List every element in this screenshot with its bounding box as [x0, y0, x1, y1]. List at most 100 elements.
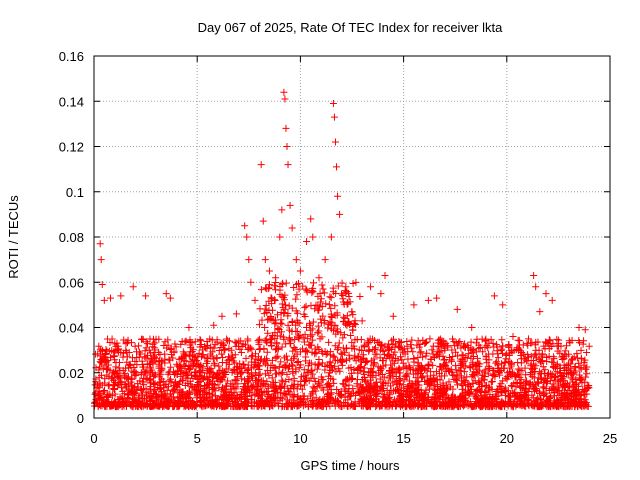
- data-point: [453, 372, 461, 380]
- data-point: [571, 403, 579, 411]
- data-point: [277, 358, 285, 366]
- data-point: [409, 387, 417, 395]
- data-point: [325, 301, 333, 309]
- data-point: [249, 382, 257, 390]
- data-point: [514, 358, 522, 366]
- data-point: [198, 374, 206, 382]
- data-point: [366, 384, 374, 392]
- data-point: [385, 389, 393, 397]
- data-point: [257, 161, 265, 169]
- data-point: [337, 290, 345, 298]
- data-point: [240, 385, 248, 393]
- data-point: [337, 349, 345, 357]
- data-point: [396, 353, 404, 361]
- data-point: [268, 374, 276, 382]
- data-point: [568, 390, 576, 398]
- data-point: [290, 396, 298, 404]
- data-point: [542, 339, 550, 347]
- data-point: [424, 296, 432, 304]
- y-tick-label: 0.04: [59, 321, 84, 336]
- data-point: [324, 390, 332, 398]
- data-point: [171, 340, 179, 348]
- data-point: [284, 387, 292, 395]
- data-point: [274, 344, 282, 352]
- data-point: [338, 279, 346, 287]
- data-point: [192, 401, 200, 409]
- data-point: [256, 345, 264, 353]
- data-point: [283, 396, 291, 404]
- data-point: [227, 402, 235, 410]
- data-point: [467, 338, 475, 346]
- data-point: [115, 379, 123, 387]
- data-point: [271, 364, 279, 372]
- data-point: [312, 349, 320, 357]
- data-point: [178, 337, 186, 345]
- data-point: [419, 336, 427, 344]
- data-point: [460, 396, 468, 404]
- data-point: [544, 402, 552, 410]
- data-point: [271, 316, 279, 324]
- data-point: [232, 401, 240, 409]
- data-point: [374, 388, 382, 396]
- data-point: [186, 365, 194, 373]
- data-point: [474, 370, 482, 378]
- data-point: [469, 345, 477, 353]
- data-point: [569, 374, 577, 382]
- data-point: [433, 402, 441, 410]
- data-point: [428, 346, 436, 354]
- data-point: [360, 343, 368, 351]
- data-point: [350, 320, 358, 328]
- data-point: [521, 364, 529, 372]
- data-point: [421, 402, 429, 410]
- data-point: [287, 356, 295, 364]
- data-point: [272, 364, 280, 372]
- data-point: [315, 306, 323, 314]
- data-point: [97, 256, 105, 264]
- data-point: [318, 281, 326, 289]
- data-point: [403, 388, 411, 396]
- data-point: [186, 401, 194, 409]
- data-point: [314, 322, 322, 330]
- data-point: [137, 386, 145, 394]
- data-point: [135, 348, 143, 356]
- data-point: [404, 393, 412, 401]
- data-point: [308, 341, 316, 349]
- data-point: [278, 292, 286, 300]
- data-point: [452, 366, 460, 374]
- data-point: [427, 355, 435, 363]
- data-point: [225, 353, 233, 361]
- data-point: [318, 359, 326, 367]
- data-point: [372, 344, 380, 352]
- data-point: [276, 332, 284, 340]
- data-point: [350, 365, 358, 373]
- data-point: [235, 337, 243, 345]
- data-point: [365, 388, 373, 396]
- data-point: [141, 353, 149, 361]
- data-point: [238, 368, 246, 376]
- data-point: [333, 311, 341, 319]
- data-point: [219, 341, 227, 349]
- data-point: [316, 303, 324, 311]
- data-point: [499, 301, 507, 309]
- data-point: [290, 344, 298, 352]
- data-point: [263, 285, 271, 293]
- data-point: [173, 370, 181, 378]
- data-point: [484, 370, 492, 378]
- data-point: [174, 397, 182, 405]
- data-point: [204, 397, 212, 405]
- data-point: [219, 393, 227, 401]
- data-point: [446, 354, 454, 362]
- data-point: [274, 311, 282, 319]
- data-point: [349, 280, 357, 288]
- data-point: [174, 389, 182, 397]
- data-point: [564, 380, 572, 388]
- data-point: [544, 371, 552, 379]
- data-point: [316, 335, 324, 343]
- data-point: [311, 305, 319, 313]
- data-point: [113, 373, 121, 381]
- data-point: [213, 371, 221, 379]
- data-point: [437, 347, 445, 355]
- data-point: [167, 378, 175, 386]
- data-point: [290, 374, 298, 382]
- data-point: [153, 394, 161, 402]
